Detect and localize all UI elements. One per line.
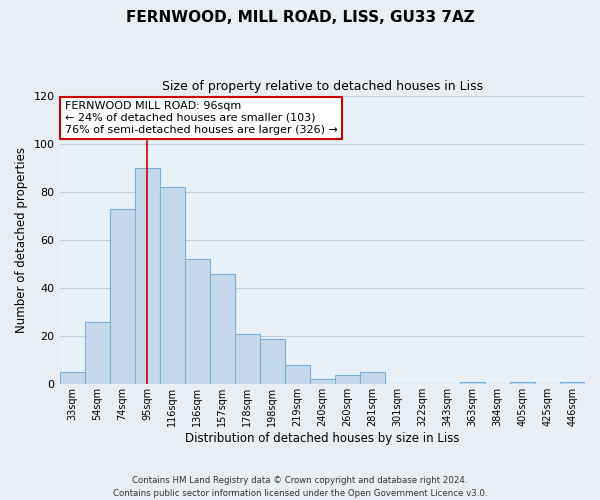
Bar <box>59 372 85 384</box>
Bar <box>185 259 209 384</box>
Bar <box>260 338 285 384</box>
Y-axis label: Number of detached properties: Number of detached properties <box>15 147 28 333</box>
Bar <box>310 380 335 384</box>
Text: Contains HM Land Registry data © Crown copyright and database right 2024.
Contai: Contains HM Land Registry data © Crown c… <box>113 476 487 498</box>
Bar <box>335 374 360 384</box>
Bar <box>560 382 585 384</box>
Bar <box>110 208 134 384</box>
Text: FERNWOOD, MILL ROAD, LISS, GU33 7AZ: FERNWOOD, MILL ROAD, LISS, GU33 7AZ <box>125 10 475 25</box>
Bar <box>209 274 235 384</box>
Bar <box>360 372 385 384</box>
X-axis label: Distribution of detached houses by size in Liss: Distribution of detached houses by size … <box>185 432 460 445</box>
Bar <box>160 187 185 384</box>
Bar <box>235 334 260 384</box>
Text: FERNWOOD MILL ROAD: 96sqm
← 24% of detached houses are smaller (103)
76% of semi: FERNWOOD MILL ROAD: 96sqm ← 24% of detac… <box>65 102 338 134</box>
Bar <box>85 322 110 384</box>
Bar <box>285 365 310 384</box>
Bar <box>460 382 485 384</box>
Bar <box>510 382 535 384</box>
Title: Size of property relative to detached houses in Liss: Size of property relative to detached ho… <box>162 80 483 93</box>
Bar <box>134 168 160 384</box>
